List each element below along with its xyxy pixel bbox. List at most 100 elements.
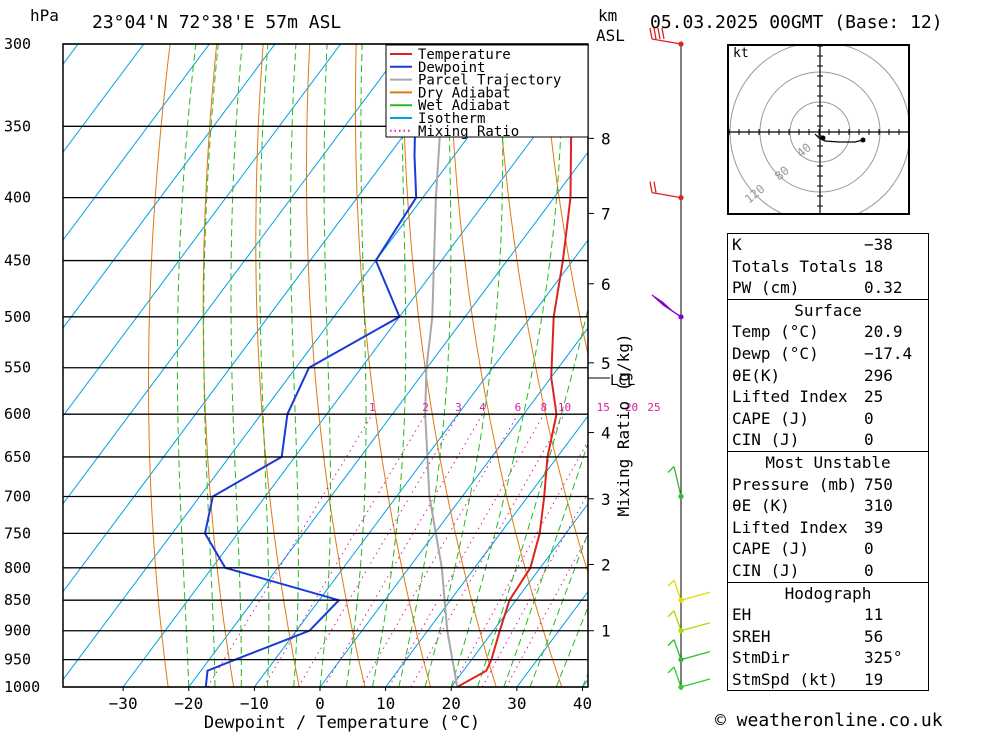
wet-adiabat: [477, 306, 588, 687]
most-unstable-row-label: θE (K): [732, 496, 790, 516]
km-tick-label: 2: [601, 555, 611, 574]
wind-barb-feather: [653, 27, 657, 40]
x-tick-label: −20: [174, 694, 203, 713]
pressure-tick-label: 600: [4, 405, 31, 423]
mixing-ratio-label: 1: [369, 401, 376, 414]
dry-adiabat: [255, 44, 300, 687]
wind-barb-shaft: [673, 639, 682, 660]
hodograph-ring-label: 40: [794, 140, 814, 160]
x-tick-label: 10: [376, 694, 395, 713]
isotherm: [63, 44, 342, 417]
hodograph-trace: [814, 133, 864, 143]
copyright: © weatheronline.co.uk: [715, 710, 943, 731]
surface-row-label: Dewp (°C): [732, 343, 819, 363]
wind-barb-shaft: [651, 38, 682, 45]
x-axis-title: Dewpoint / Temperature (°C): [204, 713, 480, 733]
wet-adiabat: [372, 44, 407, 687]
indices-row: PW (cm) 0.32: [728, 277, 928, 299]
mixing-ratio-label: 25: [647, 401, 660, 414]
wet-adiabat: [424, 44, 504, 687]
wet-adiabat: [450, 44, 564, 687]
wind-barb-feather: [661, 27, 665, 40]
dry-adiabat: [354, 44, 432, 687]
mixing-ratio-label: 4: [479, 401, 486, 414]
mixing-ratio-label: 6: [515, 401, 522, 414]
surface-title: Surface: [794, 300, 862, 320]
indices-row: K −38: [728, 234, 928, 256]
hodograph-stats-row-label: StmSpd (kt): [732, 669, 838, 689]
most-unstable-row-label: Lifted Index: [732, 517, 848, 537]
wind-barb-feather: [657, 27, 661, 40]
most-unstable-row-value: 0: [864, 539, 874, 559]
wind-barb-feather: [667, 610, 675, 618]
hodograph-stats-row-value: 19: [864, 669, 884, 689]
km-tick-label: 8: [601, 129, 611, 148]
wind-barb-dot: [678, 597, 684, 603]
wet-adiabat: [555, 605, 588, 687]
mixing-ratio-label: 20: [625, 401, 638, 414]
surface-row-value: 0: [864, 408, 874, 428]
isotherm: [63, 44, 210, 241]
surface-row-label: CAPE (J): [732, 408, 810, 428]
surface-row-value: 25: [864, 387, 884, 407]
hodograph-stats-row: SREH 56: [728, 626, 928, 648]
most-unstable-section: Most Unstable Pressure (mb) 750 θE (K) 310 Li…: [728, 450, 928, 582]
surface-row: CIN (J) 0: [728, 429, 928, 451]
wet-adiabat: [176, 44, 197, 687]
surface-row: Dewp (°C) −17.4: [728, 343, 928, 365]
x-tick-label: 30: [507, 694, 526, 713]
datetime-title: 05.03.2025 00GMT (Base: 12): [650, 12, 943, 33]
wind-barb-shaft: [680, 678, 711, 688]
hodograph-stats-title: Hodograph: [784, 583, 872, 603]
x-tick-label: 20: [442, 694, 461, 713]
legend-entry: Temperature: [418, 47, 511, 63]
wind-barb: [667, 610, 711, 634]
mixing-ratio-line: [410, 413, 565, 687]
isotherm: [63, 44, 407, 505]
pressure-tick-label: 450: [4, 252, 31, 270]
pressure-tick-label: 300: [4, 35, 31, 53]
hodograph-panel: 40 80 120 kt: [727, 41, 911, 223]
pressure-tick-label: 650: [4, 448, 31, 466]
isotherm: [319, 327, 588, 687]
most-unstable-row: CAPE (J) 0: [728, 538, 928, 560]
hodograph-ring-label: 80: [772, 163, 792, 183]
isotherm: [122, 63, 588, 687]
mixing-ratio-label: 8: [541, 401, 548, 414]
wet-adiabat: [319, 44, 331, 687]
hodograph-stats-row-value: 11: [864, 605, 884, 625]
pressure-tick-label: 400: [4, 189, 31, 207]
mixing-ratio-axis-title: Mixing Ratio (g/kg): [614, 333, 633, 516]
asl-label: ASL: [596, 26, 625, 45]
most-unstable-row-label: CAPE (J): [732, 539, 810, 559]
legend-entry: Dewpoint: [418, 60, 485, 76]
indices-row-label: PW (cm): [732, 278, 800, 298]
surface-row: Lifted Index 25: [728, 386, 928, 408]
wind-barb-shaft: [651, 192, 682, 199]
wind-barb-dot: [678, 657, 684, 663]
surface-row-value: 20.9: [864, 322, 903, 342]
surface-row-label: Temp (°C): [732, 322, 819, 342]
pressure-tick-label: 1000: [4, 678, 40, 696]
hodograph-stats-row: StmDir 325°: [728, 647, 928, 669]
wet-adiabat: [259, 44, 270, 687]
plot-frame: [62, 43, 589, 688]
indices-row-value: −38: [864, 235, 893, 254]
dry-adiabat: [306, 44, 366, 687]
most-unstable-row: θE (K) 310: [728, 495, 928, 517]
most-unstable-row: CIN (J) 0: [728, 560, 928, 582]
most-unstable-row-label: Pressure (mb): [732, 474, 858, 494]
wind-barb: [667, 666, 711, 690]
hodograph-point: [820, 135, 826, 141]
indices-row-value: 0.32: [864, 278, 903, 298]
surface-row-label: θE(K): [732, 365, 781, 385]
x-tick-label: −10: [240, 694, 269, 713]
most-unstable-row-value: 39: [864, 517, 884, 537]
indices-row: Totals Totals 18: [728, 256, 928, 278]
surface-row: CAPE (J) 0: [728, 408, 928, 430]
pressure-tick-label: 700: [4, 488, 31, 506]
mixing-ratio-line: [481, 492, 588, 687]
km-tick-label: 6: [601, 275, 611, 294]
surface-section: Surface Temp (°C) 20.9 Dewp (°C) −17.4 θE(K) 2…: [728, 298, 928, 451]
